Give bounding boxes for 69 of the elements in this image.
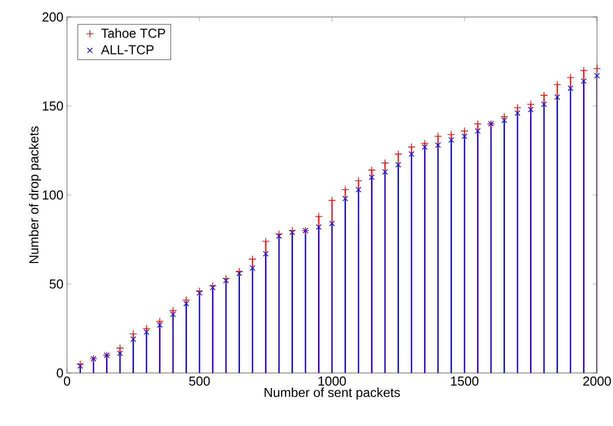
point [514,110,520,116]
point [474,120,482,128]
point [117,350,123,356]
x-axis-title: Number of sent packets [264,388,400,400]
point [77,363,84,369]
point [170,311,176,318]
point [289,230,296,236]
point [382,168,388,175]
point [222,274,230,283]
x-tick-label: 1000 [318,376,346,386]
point [276,233,282,239]
point [501,117,508,124]
x-tick-label: 1500 [451,376,478,386]
point [474,128,481,134]
point [208,282,217,290]
point [580,66,588,74]
y-tick-label: 200 [42,12,63,22]
point [568,85,574,92]
point [288,226,296,234]
x-tick-label: 2000 [583,376,611,386]
point [462,133,468,140]
x-tick-label: 0 [64,376,70,386]
point [526,100,535,108]
y-tick-label: 150 [42,101,63,111]
point [156,322,163,328]
point [435,142,441,148]
point [528,106,534,112]
point [368,174,375,180]
point [223,278,229,284]
point [553,80,562,89]
point [262,237,270,246]
y-tick-label: 0 [56,368,63,378]
point [262,250,269,257]
point [342,196,348,202]
point [210,284,216,290]
legend-label: ALL-TCP [101,45,154,54]
point [183,300,190,306]
point [408,151,414,157]
point [341,186,350,194]
point [356,186,362,193]
x-tick-label: 500 [189,376,210,386]
point [368,166,376,174]
point [448,136,454,143]
y-axis-title: Number of drop packets [28,126,42,264]
point [76,360,84,368]
point [580,78,587,84]
point [447,130,456,138]
point [395,162,402,168]
point [541,101,547,108]
legend-label: Tahoe TCP [101,28,166,38]
point [316,224,322,230]
point [129,330,138,338]
y-tick-label: 100 [42,190,63,200]
point [236,270,242,276]
point [196,287,204,296]
point [422,144,428,150]
point [554,94,560,100]
point [250,265,256,271]
point [275,230,283,238]
point [144,329,150,335]
point [593,64,601,73]
point [314,212,323,220]
point [394,150,402,158]
point [594,72,600,79]
y-tick-label: 50 [50,279,63,289]
point [235,268,244,276]
point [196,290,202,296]
point [329,220,335,226]
point [130,336,136,342]
